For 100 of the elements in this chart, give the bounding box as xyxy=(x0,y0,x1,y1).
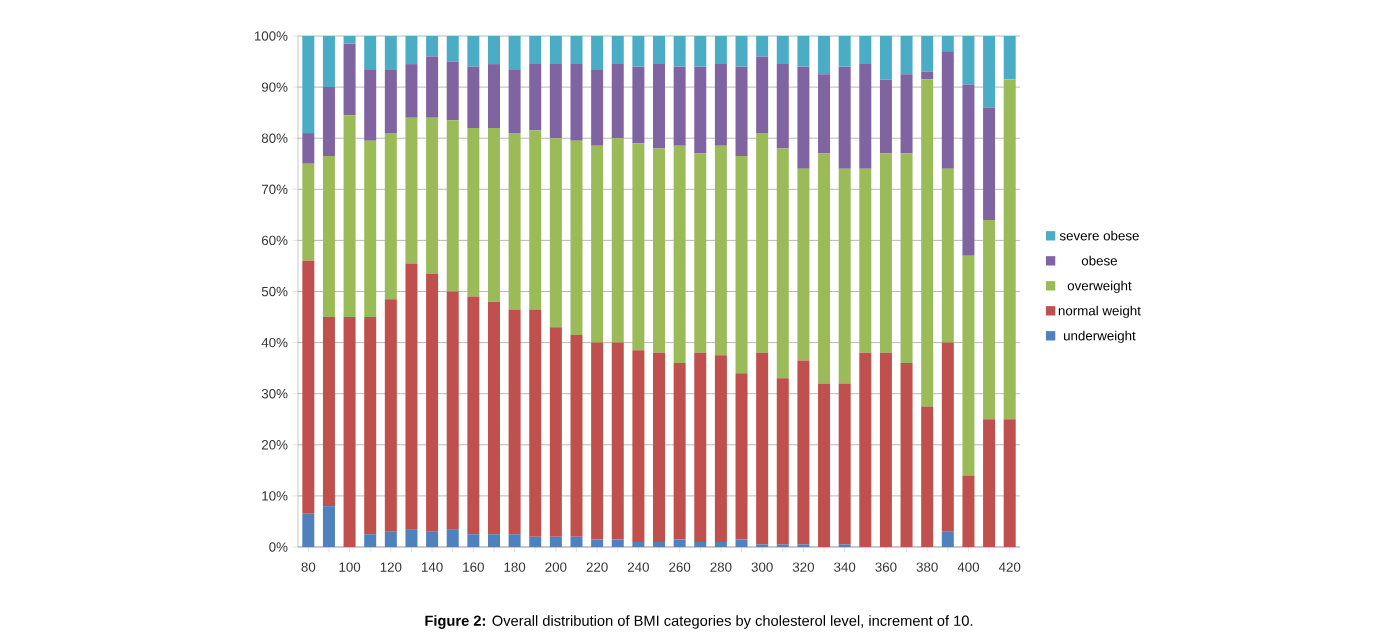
bar xyxy=(983,419,996,547)
bar xyxy=(570,334,583,537)
y-tick-label: 20% xyxy=(261,440,288,450)
y-tick-label: 70% xyxy=(261,184,288,195)
bar xyxy=(879,153,892,353)
bar xyxy=(714,35,727,65)
bar xyxy=(508,69,521,134)
x-tick-label: 120 xyxy=(380,562,402,572)
bar xyxy=(446,35,459,62)
bar xyxy=(467,127,480,297)
bar xyxy=(591,342,604,540)
bar xyxy=(529,64,542,131)
bar xyxy=(364,69,377,141)
y-tick-label: 30% xyxy=(261,388,288,399)
bar xyxy=(714,355,727,542)
bar xyxy=(879,35,892,80)
y-tick-label: 80% xyxy=(261,133,288,143)
bar xyxy=(962,35,975,85)
bar xyxy=(405,64,418,118)
bar xyxy=(797,168,810,361)
bar xyxy=(322,87,335,157)
bar xyxy=(405,35,418,65)
bar xyxy=(653,352,666,542)
bar xyxy=(694,541,707,547)
bar xyxy=(343,43,356,116)
bar xyxy=(694,153,707,353)
bar xyxy=(879,352,892,547)
bar xyxy=(756,35,769,57)
bar xyxy=(776,148,789,379)
bar xyxy=(570,536,583,547)
bar xyxy=(446,529,459,547)
bar xyxy=(900,35,913,75)
bar xyxy=(983,219,996,420)
y-tick-label: 90% xyxy=(261,82,288,92)
bar xyxy=(714,64,727,146)
bar xyxy=(818,35,831,75)
legend-label: severe obese xyxy=(1059,230,1139,241)
bar xyxy=(962,475,975,547)
bar xyxy=(983,35,996,108)
bar xyxy=(694,35,707,67)
bar xyxy=(632,66,645,144)
bar xyxy=(838,544,851,547)
bar xyxy=(426,117,439,274)
bar xyxy=(818,383,831,547)
bar xyxy=(900,363,913,547)
bar xyxy=(467,296,480,535)
bar xyxy=(549,138,562,328)
bar xyxy=(962,84,975,256)
bar xyxy=(364,317,377,535)
x-tick-label: 160 xyxy=(463,562,484,572)
bar xyxy=(322,35,335,88)
bar xyxy=(591,35,604,70)
bar xyxy=(322,506,335,547)
bar xyxy=(797,544,810,547)
bar xyxy=(322,156,335,318)
bar xyxy=(714,541,727,547)
bar xyxy=(1003,35,1016,80)
bar xyxy=(508,133,521,310)
bar xyxy=(776,544,789,547)
x-tick-label: 140 xyxy=(421,562,443,572)
text: Figure 2: Overall distribution of BMI categories by cholesterol level, increment of 10. xyxy=(425,615,973,629)
bar xyxy=(426,56,439,118)
bar xyxy=(549,536,562,547)
bar xyxy=(921,79,934,407)
bar xyxy=(859,64,872,169)
bar xyxy=(983,107,996,220)
bar xyxy=(364,534,377,547)
legend-label: underweight xyxy=(1063,330,1136,344)
bar xyxy=(508,534,521,547)
bar xyxy=(529,35,542,65)
bar xyxy=(487,534,500,547)
bar xyxy=(343,317,356,547)
bar xyxy=(735,156,748,374)
x-tick-label: 320 xyxy=(792,562,815,572)
bar xyxy=(508,35,521,70)
bar xyxy=(611,539,624,547)
bar xyxy=(508,309,521,535)
y-tick-label: 40% xyxy=(261,337,288,348)
bar xyxy=(467,35,480,67)
bar xyxy=(673,363,686,540)
bar xyxy=(570,64,583,141)
bar xyxy=(756,56,769,134)
bar xyxy=(302,163,315,261)
x-tick-label: 80 xyxy=(301,562,316,572)
x-tick-label: 180 xyxy=(504,562,526,572)
bar xyxy=(487,64,500,128)
x-tick-label: 100 xyxy=(339,562,361,572)
bar xyxy=(549,327,562,537)
bar xyxy=(611,64,624,139)
bar xyxy=(405,117,418,264)
bar xyxy=(549,35,562,65)
bar xyxy=(941,51,954,169)
bar xyxy=(941,531,954,547)
bar xyxy=(838,66,851,169)
bar xyxy=(446,61,459,121)
bar xyxy=(859,168,872,353)
y-tick-label: 50% xyxy=(261,286,288,297)
bar xyxy=(632,35,645,67)
bar xyxy=(921,71,934,80)
bar xyxy=(343,35,356,44)
